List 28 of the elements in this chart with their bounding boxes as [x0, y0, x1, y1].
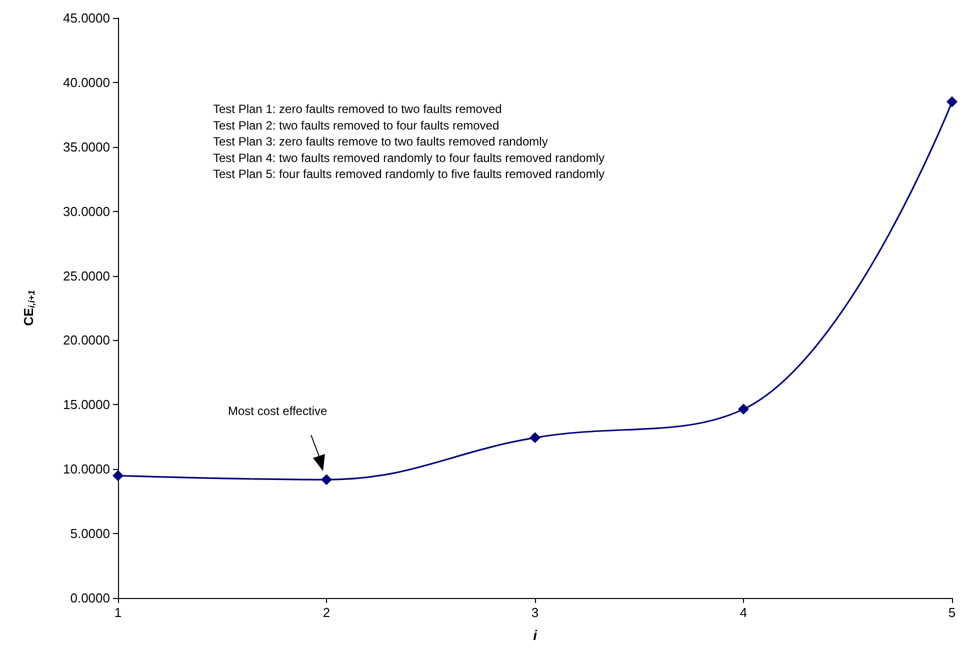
y-tick-label: 15.0000: [63, 397, 110, 412]
y-axis-title: CEi,i+1: [21, 290, 36, 326]
point: [738, 404, 749, 415]
y-tick-label: 35.0000: [63, 139, 110, 154]
annotation: Test Plan 4: two faults removed randomly to four faults removed randomly: [213, 150, 605, 165]
y-tick-label: 0.0000: [70, 590, 110, 606]
y-tick-label: 25.0000: [63, 268, 110, 284]
y-tick-label: 45.0000: [63, 10, 110, 26]
annotation: Test Plan 3: zero faults remove to two faults removed randomly: [213, 134, 548, 149]
x-tick-label: 1: [114, 605, 122, 620]
point: [530, 432, 540, 444]
annotation: Test Plan 5: four faults removed randomly to five faults removed randomly: [213, 167, 605, 182]
x-axis-title: i: [533, 627, 538, 643]
point: [112, 470, 124, 482]
x-tick-label: 3: [531, 605, 539, 620]
annotation: Test Plan 1: zero faults removed to two faults removed: [213, 102, 502, 116]
point: [946, 96, 958, 108]
x-tick-label: 5: [948, 605, 956, 620]
x-tick-label: 4: [740, 605, 748, 620]
y-tick-label: 20.0000: [63, 332, 110, 348]
annotation: Most cost effective: [228, 404, 328, 418]
y-tick-label: 10.0000: [63, 462, 110, 477]
y-tick-label: 5.0000: [70, 526, 110, 542]
annotation: Test Plan 2: two faults removed to four faults removed: [213, 118, 500, 132]
y-tick-label: 30.0000: [63, 204, 110, 219]
y-tick-label: 40.0000: [63, 74, 110, 90]
point: [321, 474, 332, 486]
x-tick-label: 2: [322, 605, 330, 620]
